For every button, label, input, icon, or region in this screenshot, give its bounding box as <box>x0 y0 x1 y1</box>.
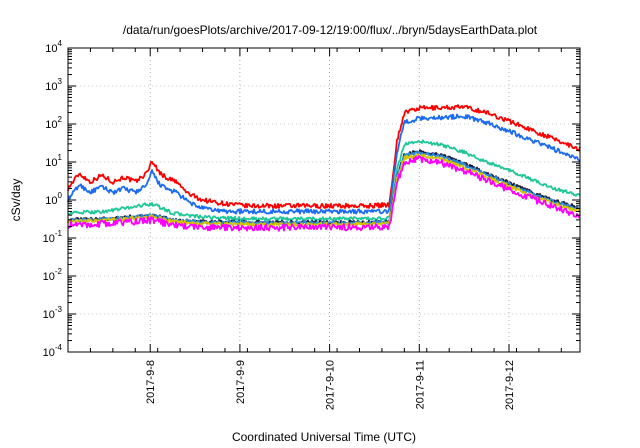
y-tick-label: 101 <box>45 153 62 169</box>
series-group <box>67 104 581 232</box>
x-tick-labels: 2017-9-8 2017-9-9 2017-9-10 2017-9-11 2017-9… <box>145 360 516 410</box>
series-line <box>67 104 581 210</box>
series-line <box>67 113 581 215</box>
y-axis-label: cSv/day <box>9 179 23 222</box>
series-line <box>67 154 581 232</box>
x-tick-label: 2017-9-12 <box>504 360 516 410</box>
y-tick-label: 10-4 <box>43 343 63 359</box>
y-tick-label: 103 <box>45 77 62 93</box>
x-tick-label: 2017-9-10 <box>325 360 337 410</box>
y-tick-label: 10-3 <box>43 305 63 321</box>
series-line <box>67 150 581 226</box>
y-tick-labels: 10-4 10-3 10-2 10-1 100 101 102 103 104 <box>43 39 63 359</box>
grid <box>68 48 580 352</box>
tick-marks <box>67 47 580 353</box>
series-line <box>67 139 580 222</box>
x-tick-label: 2017-9-11 <box>414 360 426 409</box>
x-axis-label: Coordinated Universal Time (UTC) <box>232 430 416 444</box>
y-tick-label: 10-1 <box>43 229 63 245</box>
y-tick-label: 100 <box>45 191 62 207</box>
chart-title: /data/run/goesPlots/archive/2017-09-12/1… <box>123 23 538 37</box>
y-tick-label: 10-2 <box>43 267 63 283</box>
x-tick-label: 2017-9-8 <box>145 360 157 404</box>
y-tick-label: 102 <box>45 115 62 131</box>
x-tick-label: 2017-9-9 <box>235 360 247 404</box>
y-tick-label: 104 <box>45 39 62 55</box>
